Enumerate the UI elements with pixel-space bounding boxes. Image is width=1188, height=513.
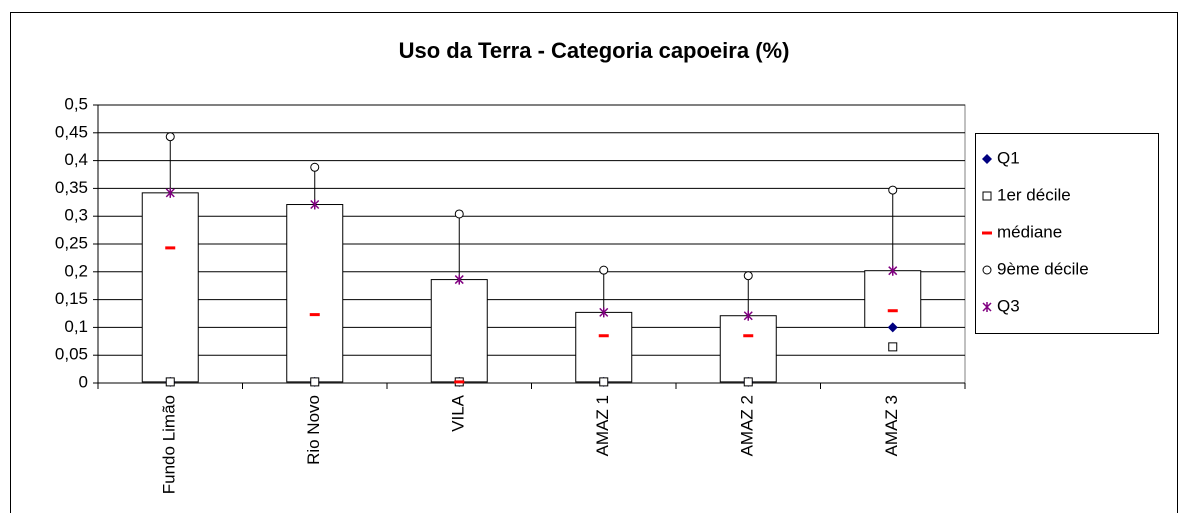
y-tick-label: 0,5 xyxy=(64,94,88,113)
y-tick-label: 0,25 xyxy=(55,233,88,252)
legend-label: médiane xyxy=(997,222,1062,241)
box xyxy=(719,315,777,383)
chart-title: Uso da Terra - Categoria capoeira (%) xyxy=(399,38,790,63)
point xyxy=(598,334,609,338)
box xyxy=(430,279,488,383)
legend-symbol xyxy=(982,231,992,235)
box xyxy=(864,270,922,328)
point xyxy=(310,199,320,210)
point xyxy=(599,265,609,275)
legend xyxy=(975,133,1159,334)
y-tick-label: 0 xyxy=(79,372,88,391)
y-tick-label: 0,35 xyxy=(55,178,88,197)
point xyxy=(599,307,609,318)
point xyxy=(887,309,898,313)
point xyxy=(454,380,465,384)
point xyxy=(743,310,753,321)
y-tick-label: 0,15 xyxy=(55,289,88,308)
point xyxy=(165,377,175,387)
y-tick-label: 0,4 xyxy=(64,150,88,169)
box xyxy=(141,192,199,383)
box xyxy=(286,204,344,383)
legend-label: Q3 xyxy=(997,296,1020,315)
y-tick-label: 0,2 xyxy=(64,261,88,280)
legend-symbol xyxy=(982,302,992,312)
legend-label: 9ème décile xyxy=(997,259,1089,278)
legend-label: Q1 xyxy=(997,148,1020,167)
x-tick-label: AMAZ 2 xyxy=(738,395,757,456)
legend-symbol xyxy=(982,191,992,201)
x-tick-label: AMAZ 1 xyxy=(593,395,612,456)
point xyxy=(743,334,754,338)
point xyxy=(310,377,320,387)
box xyxy=(575,311,633,383)
point xyxy=(743,377,753,387)
x-tick-label: Rio Novo xyxy=(304,395,323,465)
point xyxy=(310,162,320,172)
point xyxy=(165,132,175,142)
x-tick-label: AMAZ 3 xyxy=(882,395,901,456)
y-tick-label: 0,45 xyxy=(55,122,88,141)
point xyxy=(309,313,320,317)
y-tick-label: 0,3 xyxy=(64,206,88,225)
point xyxy=(599,377,609,387)
point xyxy=(165,246,176,250)
y-tick-label: 0,1 xyxy=(64,317,88,336)
point xyxy=(888,342,898,352)
legend-symbol xyxy=(982,154,992,164)
point xyxy=(454,274,464,285)
point xyxy=(888,185,898,195)
point xyxy=(888,265,898,276)
x-tick-label: VILA xyxy=(449,394,468,432)
legend-symbol xyxy=(982,265,992,275)
y-tick-label: 0,05 xyxy=(55,345,88,364)
point xyxy=(165,187,175,198)
x-tick-label: Fundo Limão xyxy=(160,395,179,494)
point xyxy=(743,271,753,281)
point xyxy=(887,322,898,333)
point xyxy=(454,209,464,219)
legend-label: 1er décile xyxy=(997,185,1071,204)
